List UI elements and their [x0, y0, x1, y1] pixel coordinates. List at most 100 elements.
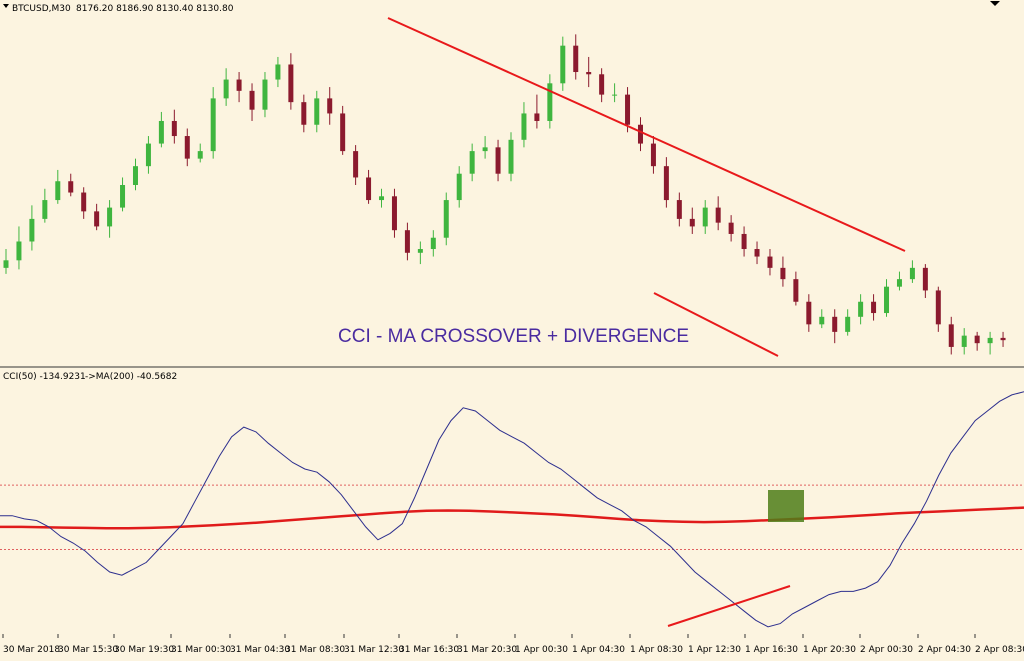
candle-body — [210, 98, 216, 152]
x-tick-label: 2 Apr 04:30 — [918, 645, 971, 655]
x-tick-label: 31 Mar 16:30 — [399, 645, 459, 655]
candle-body — [120, 185, 126, 208]
candle-body — [314, 98, 320, 125]
candle-body — [29, 218, 35, 242]
candle-body — [417, 249, 423, 253]
x-tick-label: 2 Apr 08:30 — [975, 645, 1024, 655]
candle-body — [599, 74, 605, 95]
price-divergence-line — [653, 292, 779, 357]
candle-body — [974, 335, 980, 344]
candle-body — [909, 267, 915, 280]
x-tick-label: 1 Apr 04:30 — [572, 645, 625, 655]
candle-body — [922, 267, 928, 291]
x-tick-label: 2 Apr 00:30 — [860, 645, 913, 655]
candle-body — [534, 113, 540, 121]
candle-body — [508, 139, 514, 174]
candle-body — [482, 147, 488, 152]
candle-body — [236, 79, 242, 91]
candle-body — [340, 113, 346, 152]
candle-body — [676, 200, 682, 219]
candle-body — [832, 316, 838, 332]
candle-body — [55, 181, 61, 201]
candle-body — [935, 290, 941, 325]
candle-body — [223, 79, 229, 99]
candle-body — [42, 200, 48, 219]
x-tick-label: 30 Mar 15:30 — [58, 645, 118, 655]
candle-body — [353, 151, 359, 178]
cci-line — [0, 391, 1024, 628]
candle-body — [327, 98, 333, 114]
candle-body — [456, 173, 462, 201]
candle-body — [521, 113, 527, 140]
candle-body — [158, 120, 164, 144]
candle-body — [404, 230, 410, 253]
x-tick-label: 1 Apr 00:30 — [515, 645, 568, 655]
candle-body — [625, 94, 631, 125]
candle-body — [663, 166, 669, 201]
candle-body — [650, 143, 656, 167]
candle-body — [689, 218, 695, 227]
cci-background — [0, 368, 1024, 661]
candle-body — [560, 45, 566, 84]
candle-body — [612, 94, 618, 96]
candle-body — [249, 90, 255, 110]
candle-body — [288, 64, 294, 103]
candle-body — [728, 222, 734, 234]
candle-body — [547, 83, 553, 121]
cci-divergence-line — [667, 585, 791, 627]
candle-body — [68, 181, 74, 193]
candle-body — [1000, 337, 1006, 341]
candle-body — [379, 196, 385, 201]
candle-body — [197, 151, 203, 159]
candle-body — [948, 324, 954, 347]
candle-body — [132, 166, 138, 185]
resistance-trendline — [387, 17, 906, 252]
x-tick-label: 1 Apr 08:30 — [630, 645, 683, 655]
candle-body — [81, 192, 87, 212]
x-tick-label: 31 Mar 04:30 — [230, 645, 290, 655]
price-background — [0, 0, 1024, 368]
candle-body — [858, 301, 864, 317]
candle-body — [845, 316, 851, 332]
candle-body — [702, 207, 708, 227]
candle-body — [391, 196, 397, 231]
x-tick-label: 31 Mar 12:30 — [344, 645, 404, 655]
candle-body — [806, 301, 812, 325]
x-tick-label: 31 Mar 20:30 — [457, 645, 517, 655]
candle-body — [3, 260, 9, 268]
price-chart[interactable] — [0, 0, 1024, 368]
candle-body — [754, 249, 760, 257]
candle-body — [301, 102, 307, 125]
candle-body — [275, 64, 281, 80]
candle-body — [430, 237, 436, 250]
x-tick-label: 30 Mar 19:30 — [114, 645, 174, 655]
candle-body — [443, 200, 449, 238]
candle-body — [741, 233, 747, 250]
x-tick-label: 1 Apr 20:30 — [803, 645, 856, 655]
crossover-box — [768, 490, 804, 522]
candle-body — [469, 151, 475, 174]
candle-body — [767, 256, 773, 268]
x-tick-label: 1 Apr 16:30 — [745, 645, 798, 655]
candle-body — [780, 267, 786, 280]
candle-body — [16, 241, 22, 261]
candle-body — [586, 72, 592, 75]
candle-body — [171, 120, 177, 137]
candle-body — [495, 147, 501, 174]
candle-body — [793, 279, 799, 302]
candle-body — [819, 316, 825, 325]
candle-body — [366, 177, 372, 201]
candle-body — [94, 211, 100, 227]
x-tick-label: 30 Mar 2018 — [3, 645, 60, 655]
ma-line — [0, 506, 1024, 530]
candle-body — [715, 207, 721, 223]
candle-body — [262, 79, 268, 110]
candle-body — [871, 301, 877, 314]
candle-body — [184, 136, 190, 159]
x-tick-label: 31 Mar 00:30 — [171, 645, 231, 655]
candle-body — [145, 143, 151, 167]
candle-body — [987, 337, 993, 344]
x-tick-label: 31 Mar 08:30 — [285, 645, 345, 655]
